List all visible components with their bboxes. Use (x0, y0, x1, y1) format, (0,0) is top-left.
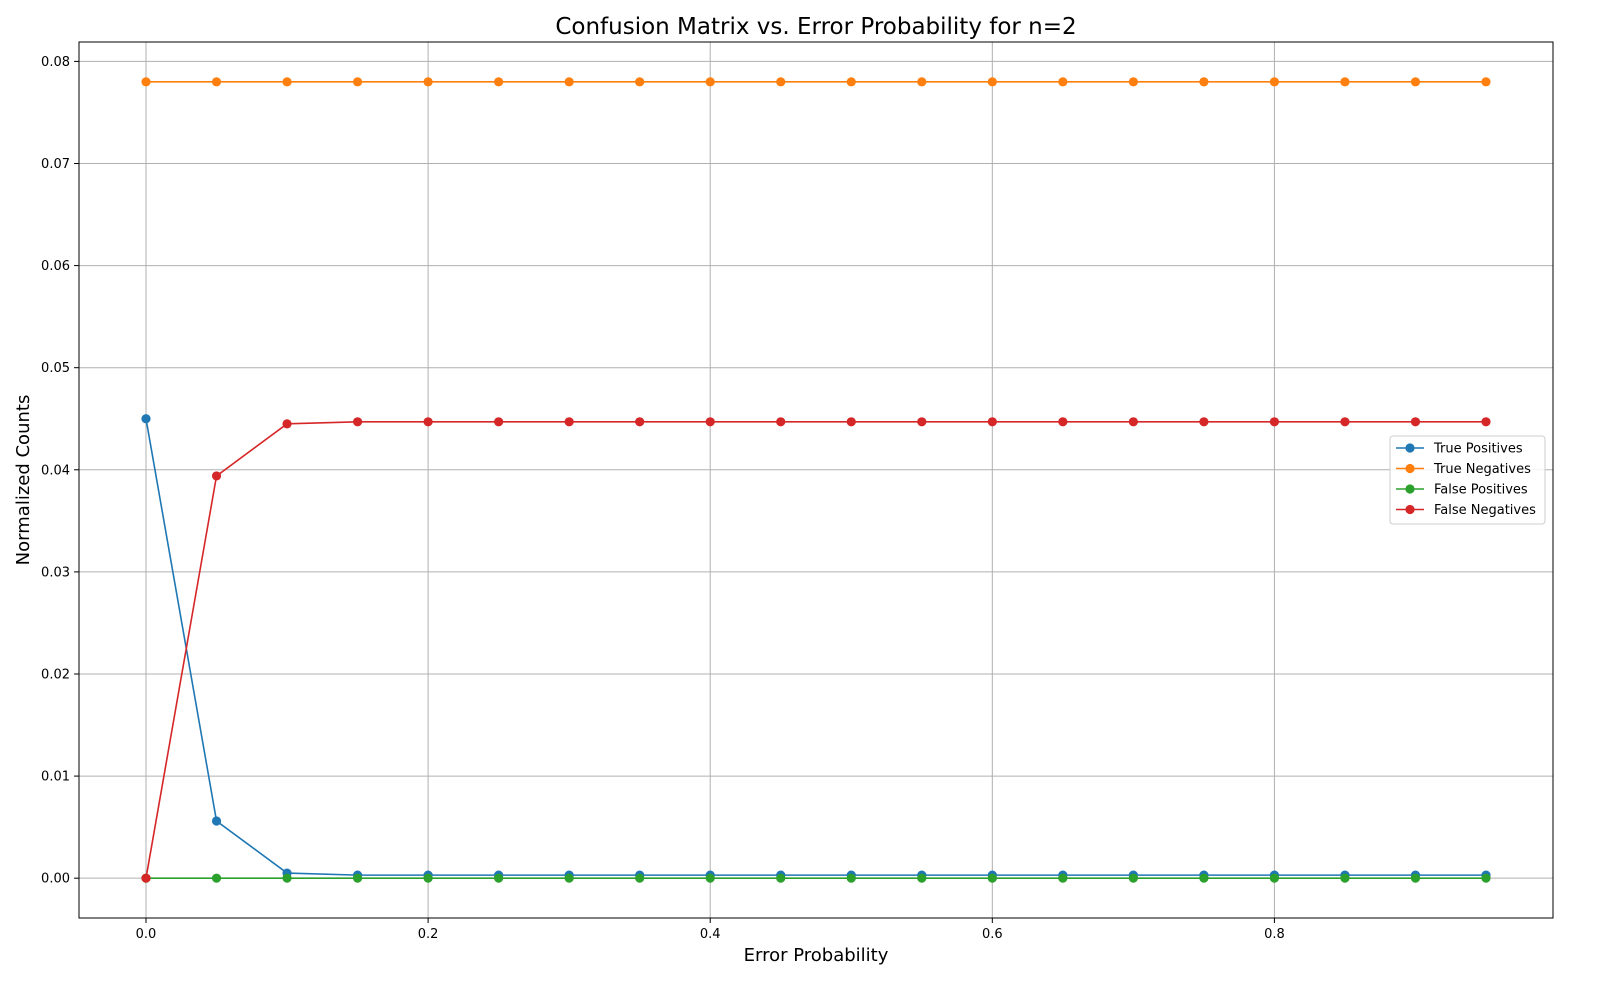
plot-frame (78, 41, 1554, 919)
data-point-false-negatives (282, 419, 292, 429)
legend-label-true-positives: True Positives (1433, 442, 1523, 457)
y-tick-label: 0.00 (41, 872, 70, 887)
data-point-false-negatives (846, 417, 856, 427)
y-tick-label: 0.02 (41, 667, 70, 682)
data-point-false-negatives (1481, 417, 1491, 427)
data-point-false-negatives (987, 417, 997, 427)
x-tick-label: 0.4 (700, 927, 721, 942)
data-point-true-negatives (423, 77, 433, 87)
legend-label-true-negatives: True Negatives (1433, 462, 1531, 477)
data-point-false-negatives (352, 417, 363, 427)
data-point-false-positives (423, 873, 433, 883)
data-point-false-negatives (1058, 417, 1068, 427)
data-point-false-negatives (211, 471, 222, 481)
data-point-false-positives (352, 873, 363, 883)
data-point-false-negatives (635, 417, 645, 427)
y-tick-label: 0.08 (41, 55, 70, 70)
data-point-false-negatives (705, 417, 715, 427)
data-point-false-positives (1269, 873, 1280, 883)
data-point-false-positives (987, 873, 997, 883)
legend-label-false-positives: False Positives (1434, 483, 1528, 498)
data-point-true-negatives (352, 77, 363, 87)
data-point-false-negatives (1269, 417, 1280, 427)
data-point-false-negatives (917, 417, 927, 427)
data-point-false-negatives (564, 417, 574, 427)
y-tick-label: 0.07 (41, 157, 70, 172)
data-point-true-negatives (211, 77, 222, 87)
data-point-false-positives (564, 873, 574, 883)
data-point-false-positives (846, 873, 856, 883)
x-tick-label: 0.6 (982, 927, 1003, 942)
legend-marker-true-negatives (1405, 463, 1415, 474)
data-point-true-negatives (141, 77, 151, 87)
data-point-true-negatives (705, 77, 715, 87)
legend-label-false-negatives: False Negatives (1434, 503, 1536, 518)
data-point-false-positives (211, 873, 222, 883)
data-point-false-positives (635, 873, 645, 883)
data-point-true-negatives (1128, 77, 1138, 87)
data-point-false-positives (1340, 873, 1350, 883)
data-point-false-negatives (1410, 417, 1421, 427)
data-point-true-positives (141, 414, 151, 424)
y-tick-label: 0.06 (41, 259, 70, 274)
series-line-false-negatives (145, 420, 1486, 879)
data-point-false-negatives (1199, 417, 1209, 427)
y-tick-label: 0.03 (41, 565, 70, 580)
data-point-true-negatives (1340, 77, 1350, 87)
data-point-false-positives (1410, 873, 1421, 883)
x-tick-label: 0.8 (1264, 927, 1285, 942)
data-point-false-positives (705, 873, 715, 883)
data-point-false-positives (1481, 873, 1491, 883)
series-line-true-positives (145, 418, 1486, 876)
data-point-true-negatives (282, 77, 292, 87)
data-point-true-negatives (635, 77, 645, 87)
y-tick-label: 0.05 (41, 361, 70, 376)
data-point-false-negatives (423, 417, 433, 427)
series-lines (145, 81, 1486, 879)
data-point-true-negatives (1269, 77, 1280, 87)
y-axis-ticks: 0.00 0.01 0.02 0.03 0.04 0.05 0.06 0.07 0.08 (41, 55, 79, 887)
data-point-false-positives (776, 873, 786, 883)
data-point-false-negatives (494, 417, 504, 427)
legend-marker-true-positives (1405, 443, 1415, 453)
data-point-false-positives (1058, 873, 1068, 883)
data-point-true-negatives (1199, 77, 1209, 87)
legend-box (1389, 435, 1546, 525)
data-point-false-negatives (776, 417, 786, 427)
legend-marker-false-negatives (1405, 504, 1415, 515)
data-point-true-negatives (1058, 77, 1068, 87)
data-point-true-positives (211, 816, 222, 826)
data-point-true-negatives (987, 77, 997, 87)
data-point-true-negatives (1481, 77, 1491, 87)
legend-marker-false-positives (1405, 484, 1415, 494)
y-tick-label: 0.04 (41, 463, 70, 478)
data-point-false-negatives (1128, 417, 1138, 427)
data-point-true-negatives (846, 77, 856, 87)
data-point-false-positives (282, 873, 292, 883)
data-point-false-positives (1128, 873, 1138, 883)
data-point-false-positives (494, 873, 504, 883)
data-point-true-negatives (564, 77, 574, 87)
data-point-false-positives (917, 873, 927, 883)
series-points (141, 77, 1491, 883)
data-point-true-negatives (776, 77, 786, 87)
data-point-false-negatives (1340, 417, 1350, 427)
data-point-false-positives (1199, 873, 1209, 883)
x-axis-label: Error Probability (744, 945, 889, 966)
x-axis-ticks: 0.0 0.2 0.4 0.6 0.8 (136, 918, 1285, 942)
x-tick-label: 0.2 (418, 927, 439, 942)
data-point-true-negatives (1410, 77, 1421, 87)
legend: True Positives True Negatives False Positi… (1389, 435, 1546, 525)
grid-lines (79, 42, 1553, 918)
x-tick-label: 0.0 (136, 927, 157, 942)
y-axis-label: Normalized Counts (13, 395, 34, 566)
data-point-true-negatives (917, 77, 927, 87)
data-point-false-negatives (141, 873, 151, 883)
chart-title: Confusion Matrix vs. Error Probability f… (555, 14, 1076, 40)
y-tick-label: 0.01 (41, 770, 70, 785)
data-point-true-negatives (494, 77, 504, 87)
